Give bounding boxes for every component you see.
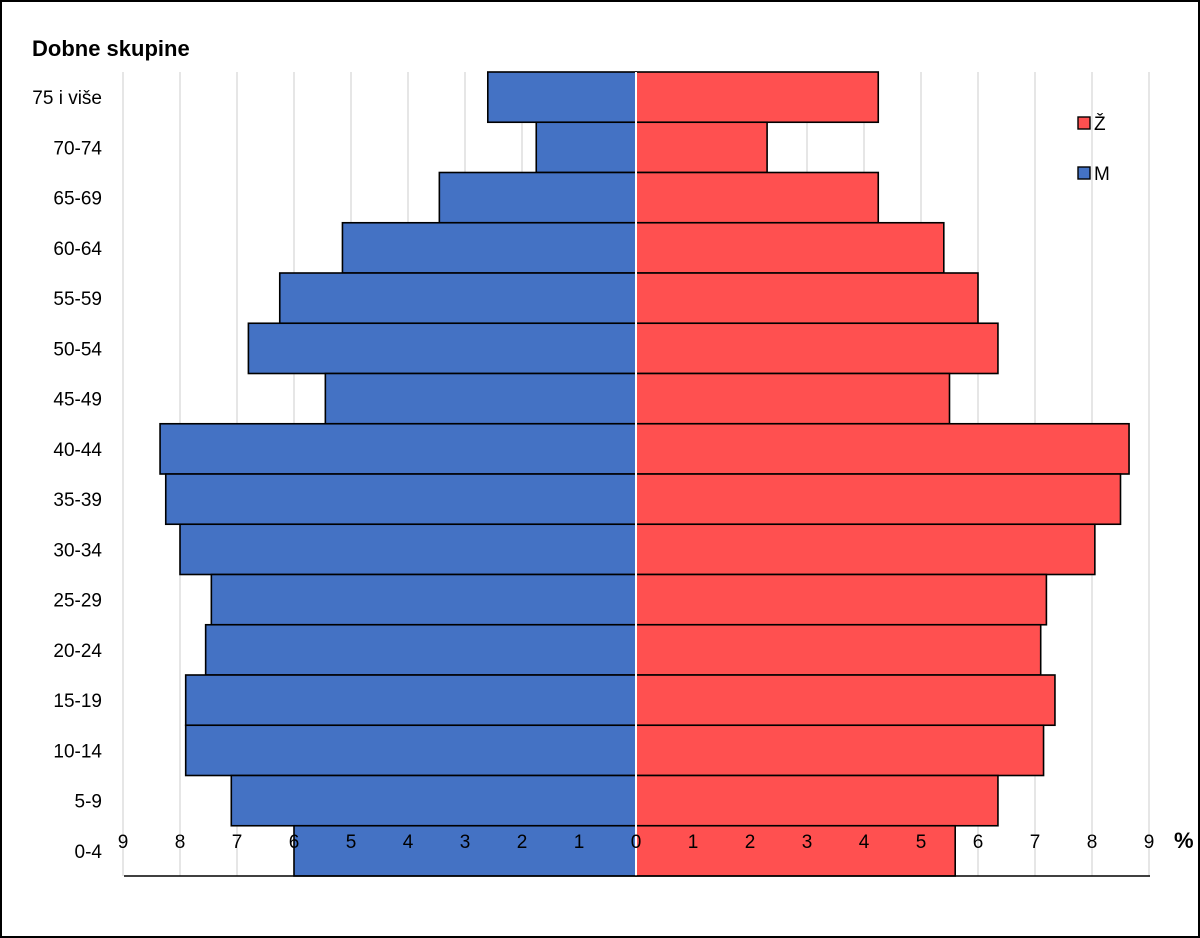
category-label: 15-19 <box>53 691 102 712</box>
bar-z-45-49 <box>635 372 951 425</box>
category-label: 10-14 <box>53 741 102 762</box>
bar-m-50-54 <box>247 322 637 375</box>
chart-title: Dobne skupine <box>32 36 190 61</box>
x-axis-unit-label: % <box>1174 828 1194 853</box>
x-tick-label: 7 <box>232 832 243 853</box>
bar-m-75-i-više <box>486 71 637 124</box>
bar-m-15-19 <box>184 674 637 727</box>
x-tick-label: 2 <box>745 832 756 853</box>
x-tick-label: 6 <box>289 832 300 853</box>
bar-z-75-i-više <box>635 71 880 124</box>
x-tick-label: 9 <box>1144 832 1155 853</box>
x-tick-label: 4 <box>403 832 414 853</box>
category-label: 35-39 <box>53 490 102 511</box>
bar-m-25-29 <box>210 573 637 626</box>
bar-m-10-14 <box>184 724 637 777</box>
category-label: 30-34 <box>53 540 102 561</box>
x-tick-label: 6 <box>973 832 984 853</box>
bar-z-50-54 <box>635 322 999 375</box>
x-tick-label: 5 <box>916 832 927 853</box>
bar-z-65-69 <box>635 171 880 224</box>
x-tick-label: 4 <box>859 832 870 853</box>
bar-m-20-24 <box>204 623 637 676</box>
x-tick-label: 8 <box>175 832 186 853</box>
category-label: 55-59 <box>53 289 102 310</box>
bar-z-20-24 <box>635 623 1042 676</box>
category-label: 60-64 <box>53 239 102 260</box>
category-label: 40-44 <box>53 440 102 461</box>
legend-label: M <box>1094 164 1110 185</box>
category-label: 5-9 <box>75 792 102 813</box>
bar-m-60-64 <box>341 221 637 274</box>
x-tick-label: 3 <box>802 832 813 853</box>
bar-z-60-64 <box>635 221 945 274</box>
bar-m-65-69 <box>438 171 637 224</box>
x-tick-label: 8 <box>1087 832 1098 853</box>
legend: ŽM <box>1077 113 1110 185</box>
bar-z-55-59 <box>635 272 979 325</box>
bar-m-70-74 <box>535 121 637 174</box>
category-label: 25-29 <box>53 591 102 612</box>
bar-z-70-74 <box>635 121 768 174</box>
bar-z-30-34 <box>635 523 1096 576</box>
bar-m-55-59 <box>278 272 637 325</box>
bar-z-15-19 <box>635 674 1056 727</box>
x-tick-label: 7 <box>1030 832 1041 853</box>
bar-z-10-14 <box>635 724 1045 777</box>
category-label: 45-49 <box>53 390 102 411</box>
legend-swatch <box>1077 166 1091 180</box>
category-labels: 75 i više 70-74 65-69 60-64 55-59 50-54 45-49 4… <box>32 88 102 863</box>
bar-m-30-34 <box>179 523 637 576</box>
category-label: 20-24 <box>53 641 102 662</box>
category-label: 65-69 <box>53 189 102 210</box>
bar-m-5-9 <box>230 774 637 827</box>
bar-m-40-44 <box>159 422 637 475</box>
bar-m-35-39 <box>164 473 637 526</box>
bar-z-5-9 <box>635 774 999 827</box>
x-tick-label: 3 <box>460 832 471 853</box>
bar-z-35-39 <box>635 473 1122 526</box>
category-label: 75 i više <box>32 88 102 109</box>
x-tick-label: 5 <box>346 832 357 853</box>
x-tick-label: 2 <box>517 832 528 853</box>
bar-m-45-49 <box>324 372 637 425</box>
x-tick-label: 1 <box>688 832 699 853</box>
category-label: 0-4 <box>75 842 103 863</box>
x-tick-label: 9 <box>118 832 129 853</box>
legend-label: Ž <box>1094 113 1106 135</box>
bars <box>159 71 1130 877</box>
x-tick-label: 0 <box>631 832 642 853</box>
bar-z-25-29 <box>635 573 1048 626</box>
bar-z-40-44 <box>635 422 1130 475</box>
category-label: 70-74 <box>53 138 102 159</box>
bar-z-0-4 <box>635 824 957 877</box>
category-label: 50-54 <box>53 339 102 360</box>
legend-swatch <box>1077 116 1091 130</box>
x-axis: 9 8 7 6 5 4 3 2 1 0 1 2 3 4 5 6 7 8 9 <box>118 832 1155 877</box>
x-tick-label: 1 <box>574 832 585 853</box>
